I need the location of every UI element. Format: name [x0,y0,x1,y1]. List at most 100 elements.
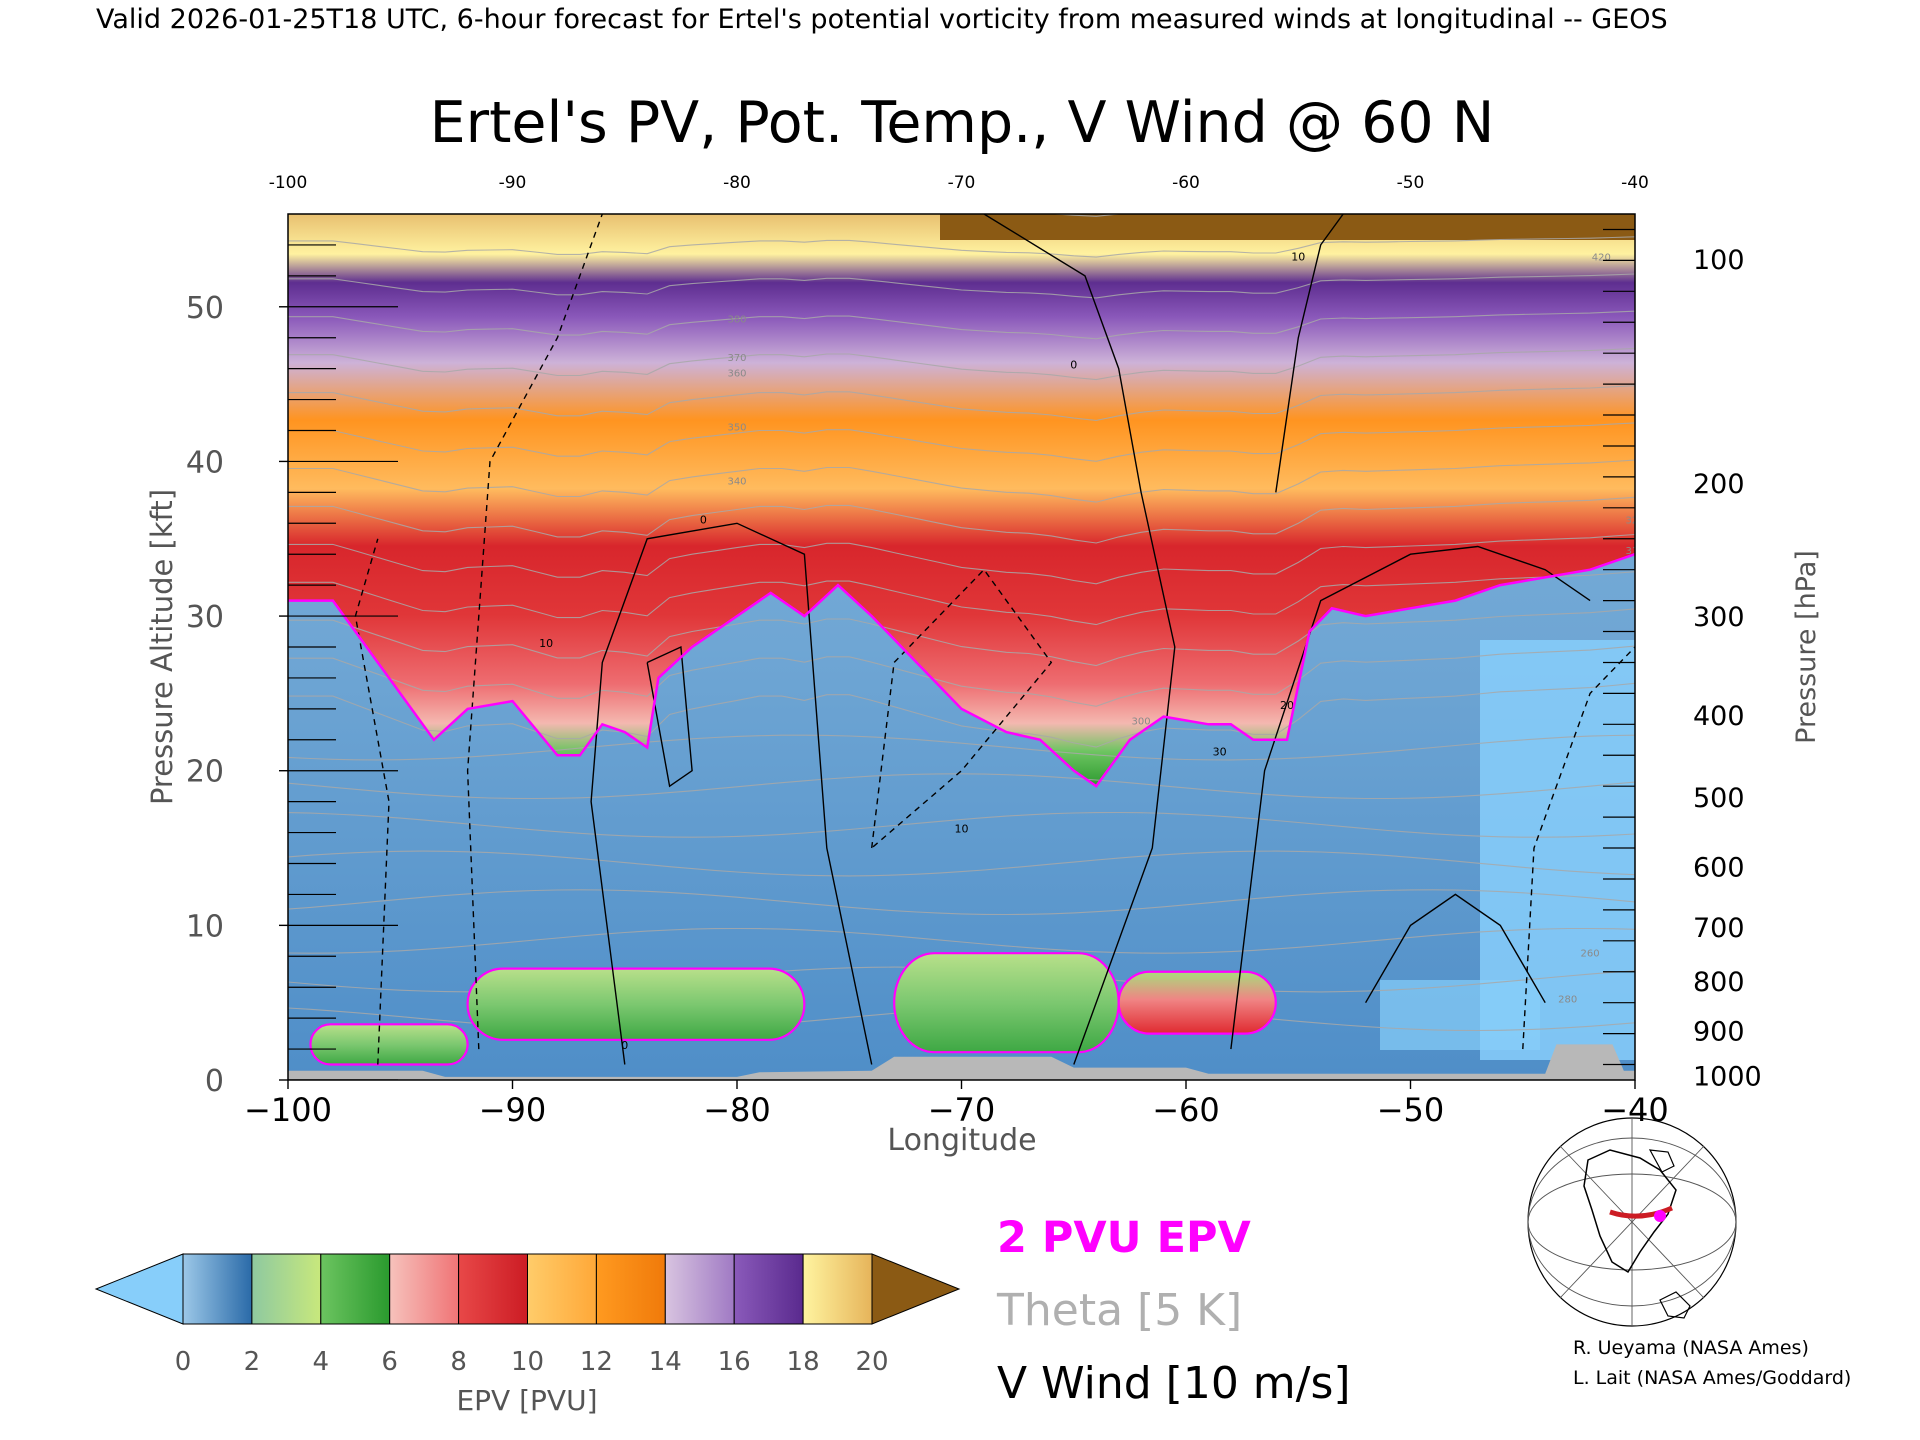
location-marker [1654,1210,1666,1222]
colorbar-band [733,1253,804,1325]
top-tick-label: -50 [1397,173,1425,193]
top-longitude-axis: -100 -90 -80 -70 -60 -50 -40 [269,173,1649,193]
pressure-tick-label: 800 [1693,967,1745,998]
top-tick-label: -60 [1172,173,1200,193]
v-wind-contour-line [871,568,1053,849]
top-brown-band [940,214,1635,240]
theta-contour-line [288,773,1635,800]
y-tick-label: 40 [186,445,224,480]
y-axis: 0 10 20 30 40 50 [186,291,288,1099]
continent-outline [1583,1149,1677,1274]
v-wind-contour-label: 0 [621,1039,628,1052]
pv2-contour [288,553,1635,788]
theta-contour-line [288,459,1635,503]
colorbar-band [251,1253,322,1325]
low-level-pv-blobs [309,952,1277,1066]
theta-contour-line [288,889,1635,916]
colorbar-band [458,1253,529,1325]
colorbar-tick-label: 12 [580,1347,613,1377]
top-tick-label: -70 [948,173,976,193]
v-wind-contour-line [1275,214,1344,493]
pressure-tick-label: 100 [1693,245,1745,276]
v-wind-contour-label: 10 [1291,250,1305,263]
v-wind-contour-line [1230,545,1591,1050]
theta-contour-label: 340 [727,477,746,488]
theta-contour-line [288,645,1635,707]
colorbar: 0 2 4 6 8 10 12 14 16 18 20 [94,1253,961,1377]
top-tick-label: -90 [499,173,527,193]
v-wind-contour-line [354,538,390,1065]
v-wind-contour-label: 0 [700,513,707,526]
legend-pv2: 2 PVU EPV [997,1213,1251,1263]
colorbar-tick-label: 18 [787,1347,820,1377]
theta-contour-label: 370 [727,353,746,364]
pv-blob [893,952,1120,1054]
x-tick-label: −40 [1601,1091,1669,1129]
forecast-banner: Valid 2026-01-25T18 UTC, 6-hour forecast… [96,4,1668,35]
theta-contour-label: 380 [727,314,746,325]
top-tick-label: -80 [723,173,751,193]
x-tick-label: −90 [479,1091,547,1129]
pressure-tick-label: 900 [1693,1017,1745,1048]
colorbar-band [527,1253,597,1325]
x-axis: −100 −90 −80 −70 −60 −50 −40 [244,1080,1669,1129]
v-wind-contours: 0 0 0 30 10 20 10 10 [354,214,1635,1065]
theta-contour-line [288,571,1635,626]
x-tick-label: −60 [1152,1091,1220,1129]
pressure-axis-label: Pressure [hPa] [1791,550,1822,744]
theta-contour-line [288,850,1635,877]
pressure-axis: 100 200 300 400 500 600 700 800 900 1000 [1693,245,1762,1093]
colorbar-band [389,1253,460,1325]
y-tick-label: 0 [205,1064,224,1099]
theta-contour-line [288,385,1635,421]
theta-contour-line [288,496,1635,544]
theta-contour-line [288,347,1635,381]
pressure-tick-label: 600 [1693,853,1745,884]
light-blue-patch [1380,980,1540,1050]
pressure-tick-label: 700 [1693,913,1745,944]
colorbar-band [802,1253,873,1325]
credit-line-2: L. Lait (NASA Ames/Goddard) [1573,1367,1851,1389]
v-wind-contour-label: 10 [955,823,969,836]
theta-contour-line [288,422,1635,462]
y-axis-label: Pressure Altitude [kft] [145,489,179,805]
theta-contour-label: 300 [1132,716,1151,727]
theta-contour-label: 320 [1625,515,1644,526]
legend: 2 PVU EPV Theta [5 K] V Wind [10 m/s] [996,1213,1351,1409]
v-wind-contour-label: 30 [1213,745,1227,758]
theta-contour-label: 360 [727,368,746,379]
top-tick-label: -100 [269,173,308,193]
v-wind-contour-line [466,214,603,1050]
chart-title: Ertel's PV, Pot. Temp., V Wind @ 60 N [430,90,1495,156]
theta-contour-label: 350 [727,423,746,434]
x-tick-label: −100 [244,1091,332,1129]
theta-contour-label: 280 [1558,995,1577,1006]
continent-outline [1659,1291,1691,1319]
pressure-tick-label: 1000 [1693,1061,1762,1092]
x-tick-label: −50 [1377,1091,1445,1129]
colorbar-band [664,1253,735,1325]
colorbar-tick-label: 14 [649,1347,682,1377]
stratosphere-field [288,214,1635,787]
theta-contour-line [288,811,1635,838]
v-wind-contour-label: 20 [1280,699,1294,712]
colorbar-tick-label: 20 [855,1347,888,1377]
v-wind-contour-line [983,214,1176,1065]
colorbar-band [320,1253,391,1325]
theta-contour-label: 310 [1625,546,1644,557]
theta-contour-line [288,236,1635,258]
v-wind-contour-label: 10 [539,637,553,650]
v-wind-contour-line [590,522,873,1065]
plot-area: 260 280 300 310 320 340 350 360 370 380 420 0 0 0 30 1… [288,214,1644,1080]
theta-contour-line [288,927,1635,954]
colorbar-band [595,1253,666,1325]
theta-contour-line [288,310,1635,340]
x-tick-label: −70 [928,1091,996,1129]
colorbar-tick-label: 4 [313,1347,330,1377]
y-tick-label: 30 [186,600,224,635]
colorbar-band [182,1253,253,1325]
theta-contour-line [288,273,1635,299]
v-wind-contour-line [646,645,693,788]
colorbar-under-arrow [94,1253,184,1325]
